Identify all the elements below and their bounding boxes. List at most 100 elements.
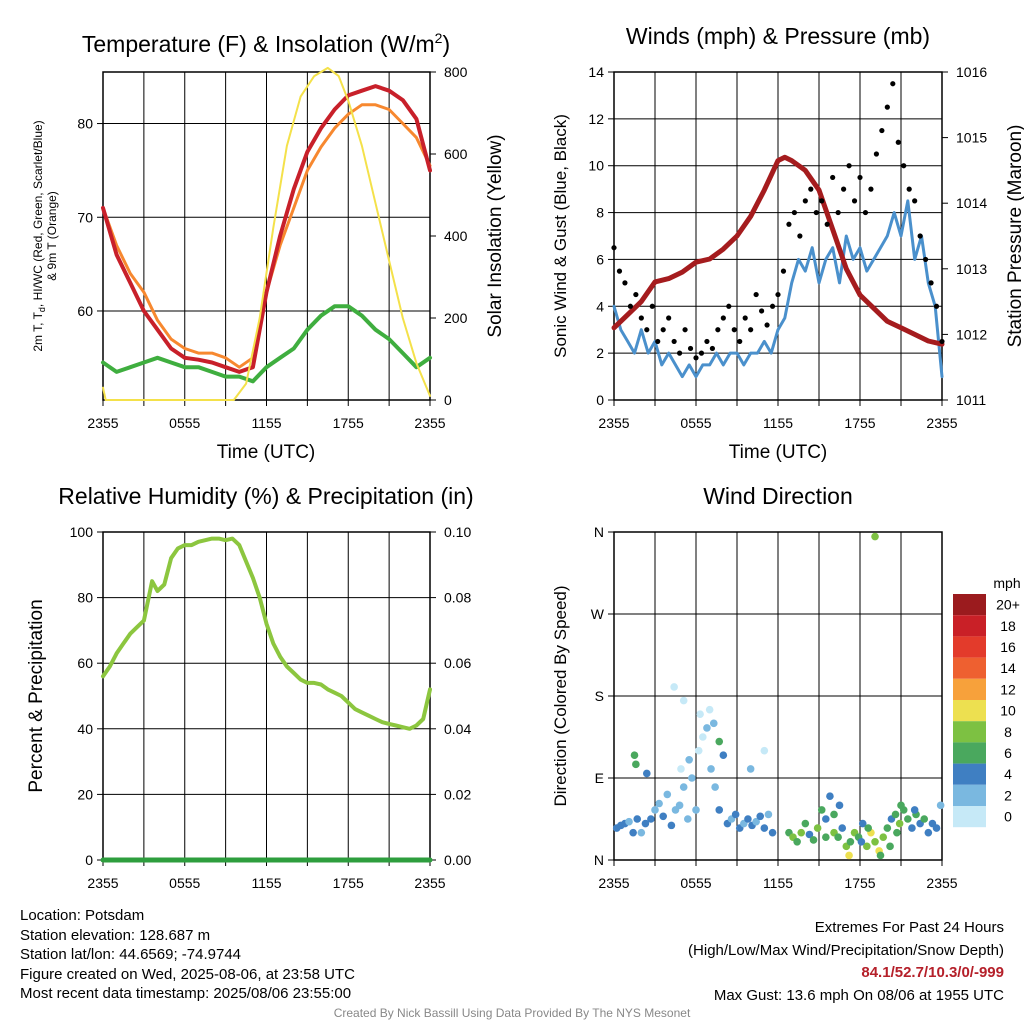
temperature-ytick-label: 80 [77,116,93,132]
direction-point [871,837,879,846]
direction-point [891,810,900,819]
gust-point [923,256,929,263]
gust-point [748,327,754,333]
winds-ytick-label: 0 [596,392,604,408]
gust-point [644,327,650,333]
legend-label: 0 [1004,809,1012,825]
winds-series-line [611,154,945,347]
direction-point [871,532,879,541]
direction-point [675,801,684,810]
legend-title: mph [993,575,1020,591]
temperature-ytick-right-label: 400 [444,228,468,244]
gust-point [808,186,814,192]
winds-xtick-label: 1755 [844,415,875,431]
direction-point [857,837,866,846]
direction-point [924,828,933,837]
direction-point [846,837,855,846]
direction-point [719,751,728,760]
temperature-series-line [101,84,432,374]
direction-ytick-label: S [595,688,604,704]
gust-point [791,209,798,216]
direction-point [932,824,941,832]
legend-label: 8 [1004,724,1012,740]
direction-ytick-label: N [594,524,604,540]
legend-label: 18 [1000,618,1016,634]
direction-point [667,821,676,830]
legend-label: 4 [1004,766,1012,782]
direction-point [876,851,885,860]
temperature-xtick-label: 1155 [251,415,281,431]
gust-point [797,233,803,239]
humidity-title: Relative Humidity (%) & Precipitation (i… [58,483,473,509]
legend-swatch [953,594,986,616]
temperature-title: Temperature (F) & Insolation (W/m2) [82,30,450,57]
extremes-info: Extremes For Past 24 Hours (High/Low/Max… [688,917,1004,1007]
winds-ytick-label: 6 [596,251,604,267]
credit-text: Created By Nick Bassill Using Data Provi… [333,1006,691,1020]
legend-swatch [953,678,986,700]
legend-label: 6 [1004,745,1012,761]
recent-data-text: Most recent data timestamp: 2025/08/06 2… [20,985,352,1002]
temperature-xlabel: Time (UTC) [217,442,316,463]
direction-point [768,828,777,837]
direction-xtick-label: 0555 [680,875,711,891]
gust-point [857,174,863,181]
humidity-ytick-right-label: 0.10 [444,524,471,540]
gust-point [616,268,623,274]
humidity-xtick-label: 1755 [333,875,364,891]
direction-point [709,719,718,728]
direction-ylabel: Direction (Colored By Speed) [551,585,570,806]
direction-ytick-label: W [591,606,605,622]
direction-point [797,828,806,837]
humidity-ytick-right-label: 0.08 [444,590,471,606]
direction-point [883,824,892,832]
extremes-values: 84.1/52.7/10.3/0/-999 [861,964,1004,981]
direction-point [864,824,872,832]
gust-point [698,350,705,356]
direction-point [625,817,633,826]
direction-point [677,765,685,773]
humidity-ytick-label: 80 [77,590,93,606]
gust-point [835,209,841,216]
gust-point [677,350,683,356]
direction-point [879,833,888,842]
created-text: Figure created on Wed, 2025-08-06, at 23… [20,965,355,983]
direction-point [670,683,678,691]
direction-point [641,819,650,828]
direction-point [936,801,945,810]
gust-point [890,81,896,87]
direction-point [834,833,842,842]
humidity-ytick-label: 0 [85,852,93,868]
winds-ytick-label: 14 [588,64,604,80]
gust-point [813,209,819,216]
direction-point [663,790,672,799]
winds-ytick-label: 12 [588,111,604,127]
winds-xtick-label: 0555 [680,415,711,431]
legend-swatch [953,806,986,828]
winds-ytick-right-label: 1013 [956,261,987,277]
station-info: Location: Potsdam Station elevation: 128… [20,906,355,1004]
temperature-xtick-label: 1755 [333,415,364,431]
elevation-text: Station elevation: 128.687 m [20,926,211,944]
direction-point [659,812,667,821]
direction-title: Wind Direction [703,483,853,509]
gust-point [841,186,847,192]
legend-swatch [953,700,986,722]
direction-point [647,815,655,823]
location-text: Location: Potsdam [20,907,145,924]
gust-point [912,198,918,204]
gust-point [819,198,825,204]
direction-point [830,810,838,819]
direction-point [685,755,693,764]
direction-point [752,817,760,826]
gust-point [715,327,721,333]
gust-point [638,315,644,321]
legend-label: 2 [1004,787,1012,803]
direction-point [893,828,901,837]
direction-point [886,842,894,851]
direction-point [684,815,692,823]
gust-point [611,245,617,251]
humidity-ytick-label: 40 [77,721,93,737]
gust-point [753,291,759,298]
